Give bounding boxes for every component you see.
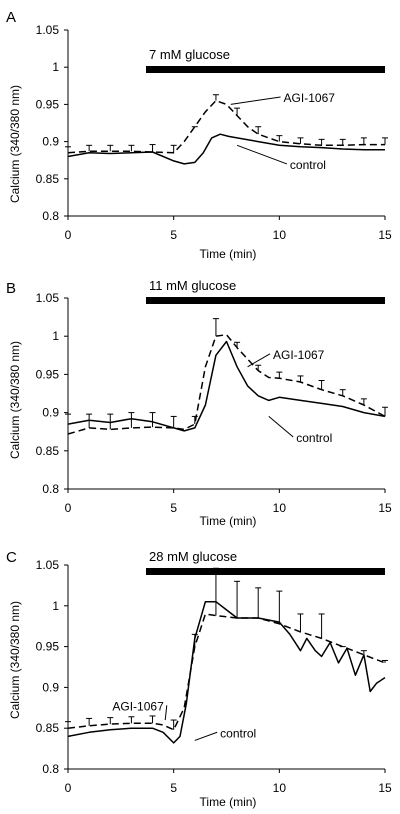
- agi-1067-line-a: [67, 99, 385, 154]
- x-tick-label-c: 15: [378, 781, 392, 795]
- x-tick-label-c: 5: [170, 781, 177, 795]
- annotation-control-c: control: [220, 726, 256, 740]
- y-tick-label-a: 0.8: [42, 209, 59, 223]
- annotation-agi-1067-b: AGI-1067: [273, 348, 325, 362]
- glucose-bar-label-c: 28 mM glucose: [149, 549, 237, 564]
- y-tick-label-b: 0.85: [36, 444, 60, 458]
- x-tick-label-a: 0: [65, 228, 72, 242]
- control-line-a: [67, 133, 385, 165]
- y-tick-label-a: 1: [52, 60, 59, 74]
- annotation-leader-c: [164, 705, 168, 721]
- y-tick-label-c: 0.95: [36, 640, 60, 654]
- panel-c: C 28 mM glucose Calcium (340/380 nm) Tim…: [6, 549, 392, 809]
- y-tick-label-c: 1.05: [36, 558, 60, 572]
- glucose-bar-b: [146, 297, 385, 304]
- y-tick-label-a: 1.05: [36, 23, 60, 37]
- plot-area-c: 0.8 0.85 0.9 0.95 1 1.05 0 5 10 15 AGI-1067 control: [36, 558, 392, 795]
- panel-letter-b: B: [6, 280, 16, 297]
- y-axis-label-b: Calcium (340/380 nm): [8, 341, 22, 459]
- x-axis-label-b: Time (min): [200, 514, 257, 528]
- annotation-leader-a: [230, 96, 281, 105]
- x-tick-label-b: 15: [378, 501, 392, 515]
- y-tick-label-a: 0.95: [36, 97, 60, 111]
- annotation-leader-b: [268, 416, 294, 438]
- x-axis-label-c: Time (min): [200, 795, 257, 809]
- panel-letter-c: C: [6, 549, 17, 566]
- agi-1067-line-c: [67, 613, 386, 731]
- plot-area-b: 0.8 0.85 0.9 0.95 1 1.05 0 5 10 15 AGI-1067 control: [36, 291, 392, 515]
- glucose-bar-label-b: 11 mM glucose: [149, 278, 236, 293]
- y-tick-label-b: 0.95: [36, 367, 60, 381]
- glucose-bar-label-a: 7 mM glucose: [149, 47, 230, 62]
- x-tick-label-b: 0: [65, 501, 72, 515]
- annotation-agi-1067-a: AGI-1067: [284, 91, 336, 105]
- y-tick-label-a: 0.9: [42, 135, 59, 149]
- x-axis-label-a: Time (min): [200, 247, 257, 261]
- plot-area-a: 0.8 0.85 0.9 0.95 1 1.05 0 5 10 15 AGI-1067 control: [36, 23, 392, 242]
- annotation-leader-c: [194, 731, 218, 741]
- y-tick-label-b: 1: [52, 329, 59, 343]
- annotation-leader-a: [236, 144, 288, 165]
- glucose-bar-a: [146, 66, 385, 73]
- y-tick-label-b: 0.9: [42, 406, 59, 420]
- x-tick-label-a: 15: [378, 228, 392, 242]
- y-tick-label-c: 1: [52, 599, 59, 613]
- x-tick-label-c: 10: [273, 781, 287, 795]
- y-tick-label-c: 0.85: [36, 721, 60, 735]
- annotation-agi-1067-c: AGI-1067: [112, 699, 164, 713]
- x-tick-label-b: 5: [170, 501, 177, 515]
- control-line-b: [67, 340, 386, 432]
- annotation-control-a: control: [290, 158, 326, 172]
- glucose-bar-c: [146, 568, 385, 575]
- annotation-control-b: control: [296, 431, 332, 445]
- control-line-c: [67, 600, 386, 744]
- y-axis-label-a: Calcium (340/380 nm): [8, 85, 22, 203]
- y-tick-label-a: 0.85: [36, 172, 60, 186]
- x-tick-label-a: 10: [273, 228, 287, 242]
- x-tick-label-c: 0: [65, 781, 72, 795]
- y-tick-label-b: 0.8: [42, 482, 59, 496]
- y-axis-label-c: Calcium (340/380 nm): [8, 601, 22, 719]
- y-tick-label-b: 1.05: [36, 291, 60, 305]
- y-tick-label-c: 0.9: [42, 680, 59, 694]
- panel-a: A 7 mM glucose Calcium (340/380 nm) Time…: [6, 9, 392, 261]
- x-tick-label-a: 5: [170, 228, 177, 242]
- y-tick-label-c: 0.8: [42, 762, 59, 776]
- panel-letter-a: A: [6, 9, 16, 26]
- x-tick-label-b: 10: [273, 501, 287, 515]
- panel-b: B 11 mM glucose Calcium (340/380 nm) Tim…: [6, 278, 392, 528]
- annotation-leader-b: [247, 353, 271, 368]
- agi-1067-line-b: [67, 333, 386, 435]
